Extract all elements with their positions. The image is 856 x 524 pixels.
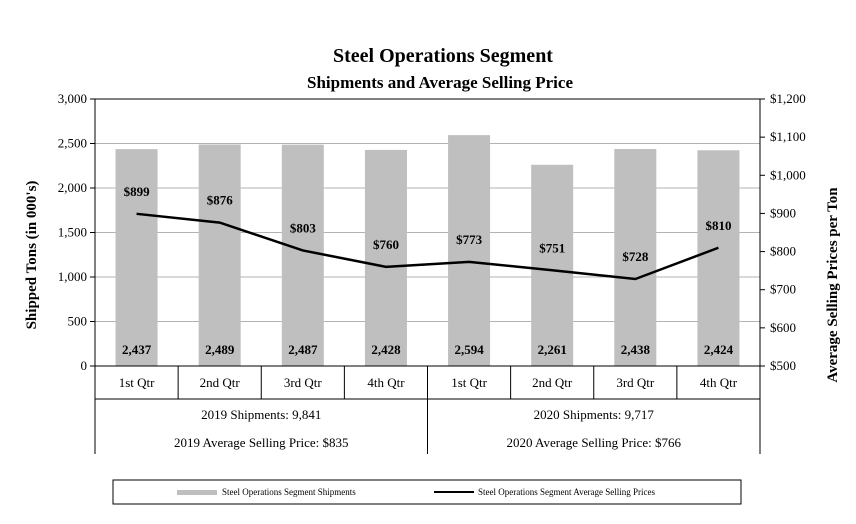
category-label: 1st Qtr: [119, 375, 155, 390]
category-label: 4th Qtr: [700, 375, 738, 390]
group-price-label: 2019 Average Selling Price: $835: [174, 435, 349, 450]
category-table: 1st Qtr 2nd Qtr 3rd Qtr 4th Qtr 1st Qtr 2nd Q…: [94, 366, 761, 454]
right-tick-label: $1,200: [770, 91, 806, 106]
right-tick-label: $1,000: [770, 167, 806, 182]
category-label: 2nd Qtr: [532, 375, 573, 390]
shipment-bar: [614, 149, 657, 366]
shipment-value-label: 2,428: [371, 342, 401, 357]
group-shipments-label: 2020 Shipments: 9,717: [534, 407, 655, 422]
category-label: 3rd Qtr: [616, 375, 655, 390]
category-label: 1st Qtr: [451, 375, 487, 390]
price-value-labels: $899 $876 $803 $760 $773 $751 $728 $810: [124, 184, 732, 264]
shipment-bar: [115, 149, 158, 366]
left-tick-label: 2,000: [58, 180, 87, 195]
right-axis-ticks: $500 $600 $700 $800 $900 $1,000 $1,100 $1,200: [760, 91, 806, 373]
price-value-label: $803: [290, 220, 317, 235]
price-line-group: [136, 212, 719, 281]
shipment-bar: [281, 144, 324, 366]
right-tick-label: $900: [770, 205, 796, 220]
right-tick-label: $500: [770, 358, 796, 373]
left-tick-label: 500: [68, 314, 88, 329]
right-tick-label: $1,100: [770, 129, 806, 144]
left-axis-ticks: 0 500 1,000 1,500 2,000 2,500 3,000: [58, 91, 95, 373]
right-tick-label: $600: [770, 320, 796, 335]
right-axis-title: Average Selling Prices per Ton: [825, 187, 841, 383]
shipment-value-label: 2,594: [454, 342, 484, 357]
legend-shipments-label: Steel Operations Segment Shipments: [222, 487, 356, 497]
legend-price-label: Steel Operations Segment Average Selling…: [478, 487, 656, 497]
price-value-label: $728: [622, 249, 649, 264]
legend-shipments-swatch: [177, 490, 217, 495]
group-price-label: 2020 Average Selling Price: $766: [506, 435, 681, 450]
category-label: 4th Qtr: [367, 375, 405, 390]
right-tick-label: $700: [770, 282, 796, 297]
chart-subtitle: Shipments and Average Selling Price: [307, 73, 573, 92]
group-shipments-label: 2019 Shipments: 9,841: [201, 407, 321, 422]
price-value-label: $876: [207, 193, 234, 208]
shipment-bar: [198, 144, 241, 366]
category-label: 3rd Qtr: [284, 375, 323, 390]
left-tick-label: 3,000: [58, 91, 87, 106]
price-value-label: $773: [456, 232, 483, 247]
right-tick-label: $800: [770, 244, 796, 259]
shipment-bar: [697, 150, 740, 366]
chart-title: Steel Operations Segment: [333, 45, 553, 67]
legend-box: [112, 479, 742, 505]
bar-value-labels: 2,437 2,489 2,487 2,428 2,594 2,261 2,438 2,424: [122, 342, 734, 357]
price-value-label: $899: [124, 184, 151, 199]
left-tick-label: 2,500: [58, 136, 87, 151]
shipment-value-label: 2,424: [704, 342, 734, 357]
left-tick-label: 0: [81, 358, 88, 373]
left-tick-label: 1,500: [58, 225, 87, 240]
price-value-label: $751: [539, 240, 565, 255]
price-value-label: $760: [373, 237, 399, 252]
bars: [115, 135, 740, 366]
shipment-value-label: 2,489: [205, 342, 235, 357]
shipment-bar: [531, 164, 574, 366]
legend: Steel Operations Segment Shipments Steel…: [112, 479, 742, 505]
price-line: [136, 212, 719, 281]
gridlines: [95, 98, 760, 367]
shipment-value-label: 2,487: [288, 342, 318, 357]
shipment-value-label: 2,437: [122, 342, 152, 357]
shipment-bar: [448, 135, 491, 366]
left-tick-label: 1,000: [58, 269, 87, 284]
shipment-value-label: 2,261: [538, 342, 567, 357]
shipment-bar: [364, 149, 407, 366]
left-axis-title: Shipped Tons (in 000's): [24, 181, 40, 330]
shipment-value-label: 2,438: [621, 342, 651, 357]
price-value-label: $810: [705, 218, 731, 233]
category-label: 2nd Qtr: [200, 375, 241, 390]
